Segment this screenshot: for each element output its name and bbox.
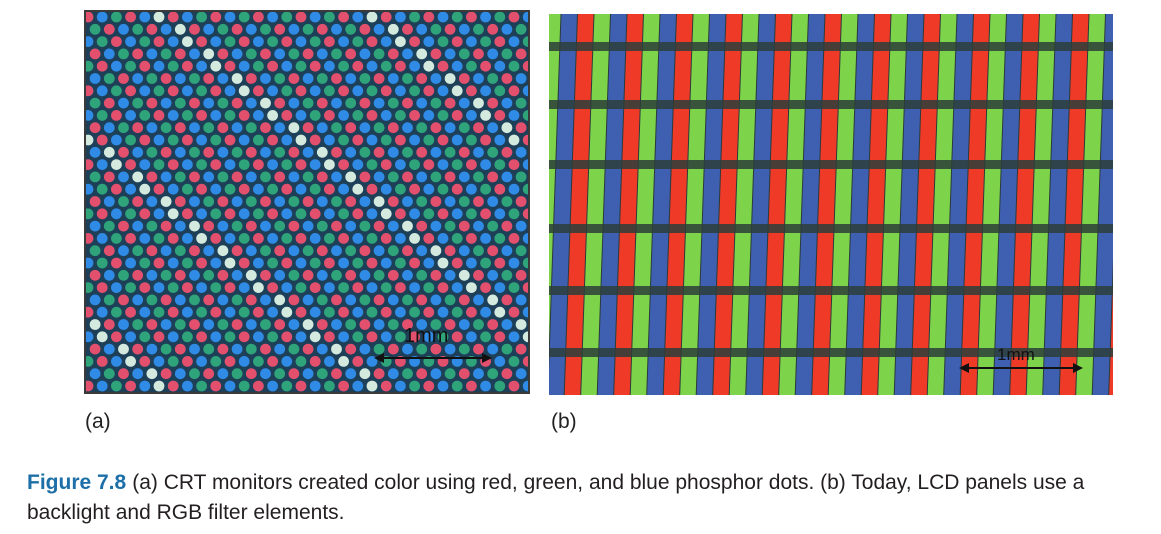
scale-label-b: 1mm <box>997 345 1035 364</box>
scale-bar-a: 1mm <box>374 325 492 363</box>
figure-number: Figure 7.8 <box>27 471 127 494</box>
panel-a-label: (a) <box>85 410 111 433</box>
figure-caption: Figure 7.8 (a) CRT monitors created color… <box>27 468 1137 528</box>
scale-label-a: 1mm <box>404 325 448 347</box>
scale-bar-b: 1mm <box>959 345 1083 373</box>
lcd-filter-image: 1mm <box>549 14 1113 395</box>
crt-phosphor-image: 1mm <box>84 10 530 394</box>
crt-phosphor-dots: 1mm <box>86 12 528 392</box>
caption-text: (a) CRT monitors created color using red… <box>27 471 1085 524</box>
panel-b-label: (b) <box>551 410 577 433</box>
lcd-rgb-stripes: 1mm <box>549 14 1113 395</box>
